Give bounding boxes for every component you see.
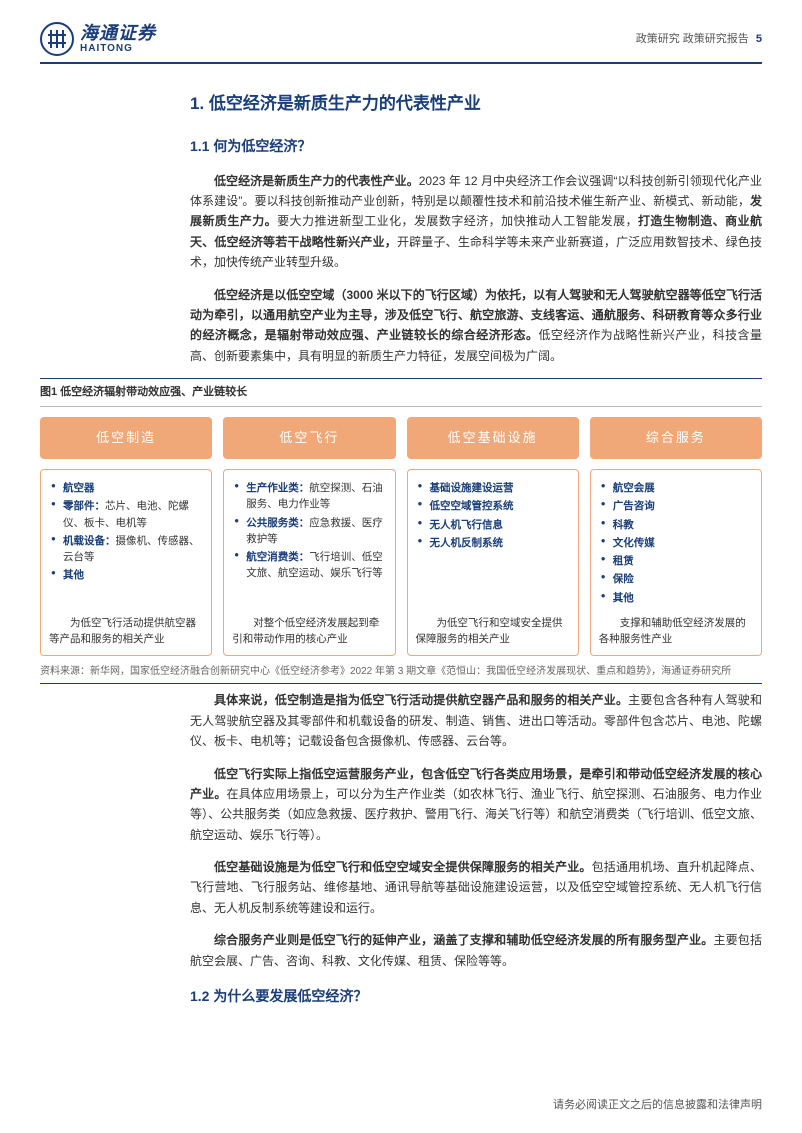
figure-column-foot: 为低空飞行和空域安全提供保障服务的相关产业 <box>416 616 570 648</box>
p1-t2: 要大力推进新型工业化，发展数字经济，加快推动人工智能发展， <box>277 214 638 228</box>
paragraph-6: 综合服务产业则是低空飞行的延伸产业，涵盖了支撑和辅助低空经济发展的所有服务型产业… <box>190 930 762 971</box>
figure-list-item: 航空会展 <box>599 480 753 496</box>
p5-bold: 低空基础设施是为低空飞行和低空空域安全提供保障服务的相关产业。 <box>214 860 592 874</box>
figure-column-foot: 支撑和辅助低空经济发展的各种服务性产业 <box>599 616 753 648</box>
figure-list-item: 航空消费类：飞行培训、低空文旅、航空运动、娱乐飞行等 <box>232 549 386 582</box>
paragraph-1: 低空经济是新质生产力的代表性产业。2023 年 12 月中央经济工作会议强调“以… <box>190 171 762 273</box>
figure-column: 低空制造航空器零部件：芯片、电池、陀螺仪、板卡、电机等机载设备：摄像机、传感器、… <box>40 417 212 656</box>
figure-list-item: 公共服务类：应急救援、医疗救护等 <box>232 515 386 548</box>
figure-column-head: 综合服务 <box>590 417 762 459</box>
figure-list-item: 生产作业类：航空探测、石油服务、电力作业等 <box>232 480 386 513</box>
p4-t: 在具体应用场景上，可以分为生产作业类（如农林飞行、渔业飞行、航空探测、石油服务、… <box>190 787 762 842</box>
figure-column-head: 低空基础设施 <box>407 417 579 459</box>
figure-column-body: 航空器零部件：芯片、电池、陀螺仪、板卡、电机等机载设备：摄像机、传感器、云台等其… <box>40 469 212 656</box>
figure-list-item: 零部件：芯片、电池、陀螺仪、板卡、电机等 <box>49 498 203 531</box>
paragraph-5: 低空基础设施是为低空飞行和低空空域安全提供保障服务的相关产业。包括通用机场、直升… <box>190 857 762 918</box>
figure-column-foot: 对整个低空经济发展起到牵引和带动作用的核心产业 <box>232 616 386 648</box>
figure-list-item: 租赁 <box>599 553 753 569</box>
header-right: 政策研究 政策研究报告 5 <box>636 30 762 49</box>
figure-list-item: 其他 <box>49 567 203 583</box>
figure-column-foot: 为低空飞行活动提供航空器等产品和服务的相关产业 <box>49 616 203 648</box>
figure-list-item: 航空器 <box>49 480 203 496</box>
section-1-title: 1. 低空经济是新质生产力的代表性产业 <box>190 90 762 119</box>
figure-1: 图1 低空经济辐射带动效应强、产业链较长 低空制造航空器零部件：芯片、电池、陀螺… <box>40 378 762 684</box>
figure-column: 低空基础设施基础设施建设运营低空空域管控系统无人机飞行信息无人机反制系统为低空飞… <box>407 417 579 656</box>
figure-list-item: 无人机飞行信息 <box>416 517 570 533</box>
figure-list-item: 低空空域管控系统 <box>416 498 570 514</box>
figure-grid: 低空制造航空器零部件：芯片、电池、陀螺仪、板卡、电机等机载设备：摄像机、传感器、… <box>40 417 762 656</box>
header-category: 政策研究 政策研究报告 <box>636 33 749 45</box>
figure-list-item: 基础设施建设运营 <box>416 480 570 496</box>
p3-bold: 具体来说，低空制造是指为低空飞行活动提供航空器产品和服务的相关产业。 <box>214 693 628 707</box>
content-body: 1. 低空经济是新质生产力的代表性产业 1.1 何为低空经济？ 低空经济是新质生… <box>40 90 762 1009</box>
logo-en: HAITONG <box>80 43 156 54</box>
figure-list-item: 科教 <box>599 517 753 533</box>
figure-title: 图1 低空经济辐射带动效应强、产业链较长 <box>40 378 762 407</box>
figure-list-item: 其他 <box>599 590 753 606</box>
p1-bold1: 低空经济是新质生产力的代表性产业。 <box>214 174 419 188</box>
figure-list-item: 广告咨询 <box>599 498 753 514</box>
page-footer: 请务必阅读正文之后的信息披露和法律声明 <box>553 1096 762 1115</box>
figure-list-item: 机载设备：摄像机、传感器、云台等 <box>49 533 203 566</box>
figure-list-item: 无人机反制系统 <box>416 535 570 551</box>
figure-column: 低空飞行生产作业类：航空探测、石油服务、电力作业等公共服务类：应急救援、医疗救护… <box>223 417 395 656</box>
paragraph-2: 低空经济是以低空空域（3000 米以下的飞行区域）为依托，以有人驾驶和无人驾驶航… <box>190 285 762 367</box>
page-number: 5 <box>756 33 762 45</box>
page: 海通证券 HAITONG 政策研究 政策研究报告 5 1. 低空经济是新质生产力… <box>0 0 802 1133</box>
figure-column-body: 基础设施建设运营低空空域管控系统无人机飞行信息无人机反制系统为低空飞行和空域安全… <box>407 469 579 656</box>
figure-list-item: 保险 <box>599 571 753 587</box>
figure-column-body: 生产作业类：航空探测、石油服务、电力作业等公共服务类：应急救援、医疗救护等航空消… <box>223 469 395 656</box>
paragraph-4: 低空飞行实际上指低空运营服务产业，包含低空飞行各类应用场景，是牵引和带动低空经济… <box>190 764 762 846</box>
figure-column-head: 低空飞行 <box>223 417 395 459</box>
logo-text: 海通证券 HAITONG <box>80 24 156 55</box>
p6-bold: 综合服务产业则是低空飞行的延伸产业，涵盖了支撑和辅助低空经济发展的所有服务型产业… <box>214 933 713 947</box>
logo-block: 海通证券 HAITONG <box>40 22 156 56</box>
figure-column-head: 低空制造 <box>40 417 212 459</box>
logo-cn: 海通证券 <box>80 24 156 44</box>
logo-icon <box>40 22 74 56</box>
paragraph-3: 具体来说，低空制造是指为低空飞行活动提供航空器产品和服务的相关产业。主要包含各种… <box>190 690 762 751</box>
section-1-2-title: 1.2 为什么要发展低空经济？ <box>190 985 762 1009</box>
figure-source: 资料来源：新华网，国家低空经济融合创新研究中心《低空经济参考》2022 年第 3… <box>40 664 762 684</box>
section-1-1-title: 1.1 何为低空经济？ <box>190 135 762 159</box>
figure-list-item: 文化传媒 <box>599 535 753 551</box>
figure-column: 综合服务航空会展广告咨询科教文化传媒租赁保险其他支撑和辅助低空经济发展的各种服务… <box>590 417 762 656</box>
page-header: 海通证券 HAITONG 政策研究 政策研究报告 5 <box>40 22 762 64</box>
figure-column-body: 航空会展广告咨询科教文化传媒租赁保险其他支撑和辅助低空经济发展的各种服务性产业 <box>590 469 762 656</box>
